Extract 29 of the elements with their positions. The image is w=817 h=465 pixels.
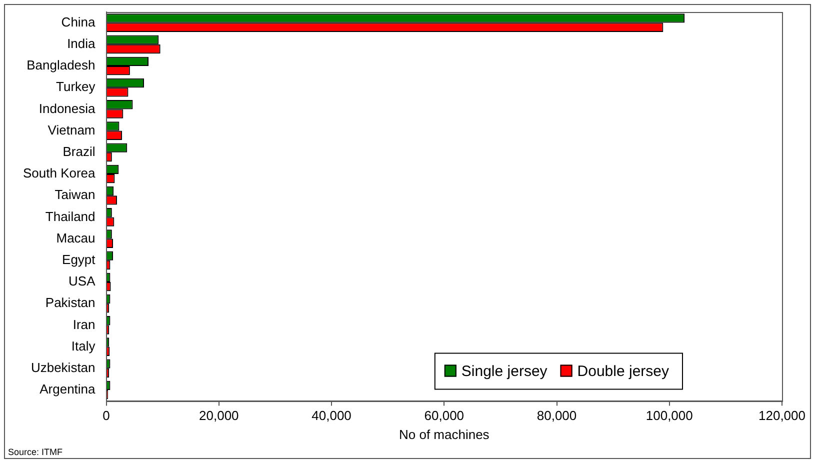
y-tick-label: Egypt xyxy=(62,252,96,267)
y-tick-label: Brazil xyxy=(62,144,96,159)
y-tick-label: Italy xyxy=(71,338,96,354)
x-tick-label: 60,000 xyxy=(424,408,464,424)
x-tick-label: 0 xyxy=(102,408,110,424)
y-tick-label: Macau xyxy=(56,230,96,246)
y-tick-label: Uzbekistan xyxy=(30,360,96,375)
y-tick-label: India xyxy=(67,36,96,51)
y-tick-label: Argentina xyxy=(40,382,96,397)
x-tick-label: 20,000 xyxy=(199,408,239,424)
y-tick-label: Taiwan xyxy=(54,187,96,202)
source-note: Source: ITMF xyxy=(8,446,64,457)
y-tick-label: Turkey xyxy=(56,79,96,94)
y-tick-label: South Korea xyxy=(22,166,96,181)
y-tick-label: Vietnam xyxy=(48,122,96,138)
x-tick-label: 100,000 xyxy=(646,408,693,424)
x-tick-label: 40,000 xyxy=(312,408,352,424)
y-tick-label: China xyxy=(61,14,96,30)
legend-label: Double jersey xyxy=(577,362,670,380)
y-tick-label: Indonesia xyxy=(38,100,96,116)
y-tick-label: Iran xyxy=(72,316,96,332)
x-tick-label: 120,000 xyxy=(758,408,806,424)
y-tick-label: USA xyxy=(68,274,96,289)
legend-label: Single jersey xyxy=(461,362,548,380)
y-tick-label: Pakistan xyxy=(45,295,96,310)
x-axis-title: No of machines xyxy=(398,426,490,442)
x-tick-label: 80,000 xyxy=(536,408,577,424)
y-tick-label: Bangladesh xyxy=(26,58,96,73)
y-tick-label: Thailand xyxy=(45,208,96,224)
